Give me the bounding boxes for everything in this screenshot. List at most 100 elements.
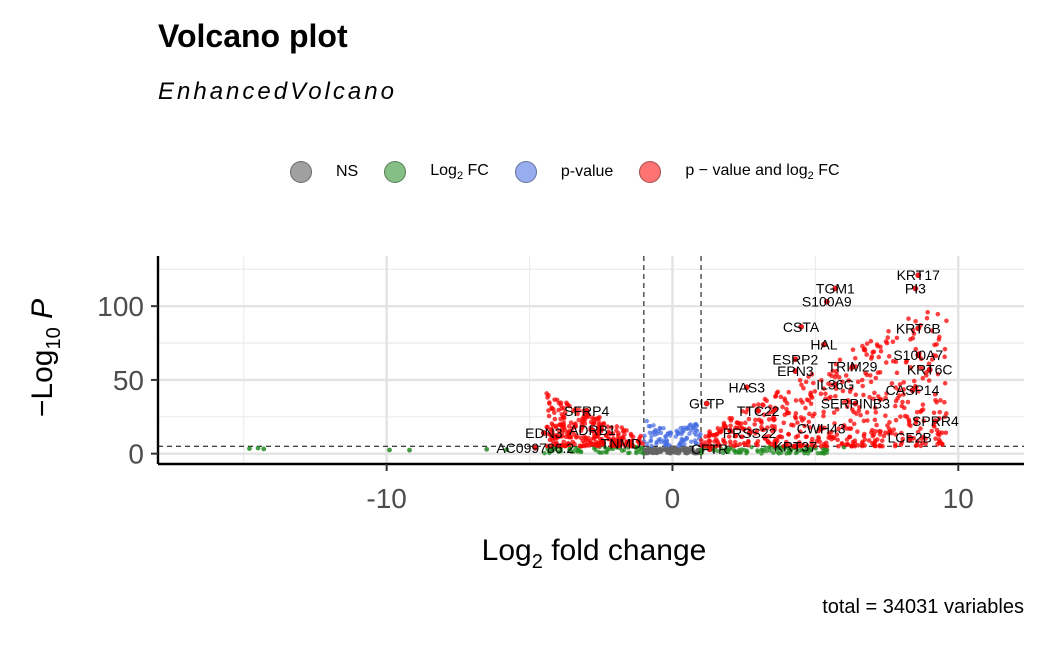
point-fcp: [836, 426, 841, 432]
y-axis-title: −Log10 P: [26, 299, 65, 417]
point-fcp: [769, 424, 775, 429]
point-fcp: [727, 416, 732, 421]
point-fcp: [713, 437, 719, 442]
point-fcp: [837, 357, 843, 363]
point-fcp: [890, 358, 896, 364]
point-fcp: [609, 425, 614, 430]
point-fcp: [576, 407, 581, 413]
point-fc: [504, 447, 510, 452]
point-fcp: [833, 393, 838, 399]
point-fcp: [845, 442, 850, 447]
point-fcp: [892, 403, 898, 409]
point-fcp: [821, 413, 826, 419]
point-fcp: [823, 391, 828, 397]
legend-label-p: p-value: [560, 163, 614, 180]
point-fcp: [566, 428, 572, 434]
point-fcp: [911, 378, 917, 384]
labelled-point: [792, 443, 799, 450]
point-fc: [715, 448, 720, 454]
point-p: [644, 441, 650, 447]
point-fc: [795, 449, 800, 455]
point-fcp: [609, 438, 615, 444]
point-fc: [726, 449, 731, 455]
point-p: [657, 425, 663, 431]
point-fcp: [761, 427, 767, 433]
point-fcp: [913, 318, 918, 324]
point-fc: [698, 447, 704, 453]
point-fcp: [781, 420, 787, 426]
point-fcp: [872, 390, 877, 396]
point-fcp: [871, 442, 877, 447]
point-fcp: [552, 416, 558, 422]
y-axis-title-main: −Log: [26, 350, 59, 418]
point-fc: [775, 450, 780, 455]
labelled-point: [792, 368, 799, 374]
point-fcp: [778, 428, 784, 434]
point-fcp: [852, 440, 858, 446]
point-fcp: [549, 405, 554, 410]
point-fc: [255, 445, 261, 451]
point-fc: [768, 448, 773, 453]
point-fcp: [782, 412, 788, 418]
point-fcp: [558, 442, 564, 448]
point-fc: [787, 449, 793, 455]
point-fcp: [728, 427, 733, 433]
point-fcp: [833, 386, 839, 392]
x-tick-label: 10: [943, 483, 974, 514]
point-fcp: [867, 394, 872, 400]
point-fc: [803, 449, 808, 454]
point-fcp: [802, 423, 807, 429]
point-fcp: [560, 422, 566, 428]
point-fcp: [850, 347, 856, 352]
point-p: [655, 431, 660, 436]
point-fcp: [861, 347, 867, 353]
gene-label: LCE2B: [887, 429, 931, 445]
legend-key-ns: [290, 161, 312, 183]
labelled-point: [823, 298, 830, 305]
gene-label: TGM1: [816, 280, 855, 296]
point-fc: [761, 448, 766, 454]
gene-label: KRT37: [774, 438, 818, 454]
point-fcp: [874, 422, 879, 428]
point-fc: [724, 446, 729, 451]
point-fcp: [562, 410, 568, 415]
point-fcp: [906, 422, 912, 427]
point-fcp: [780, 404, 785, 410]
x-axis-title-sub: 2: [532, 551, 543, 573]
point-fcp: [773, 439, 779, 445]
point-fcp: [918, 426, 923, 431]
point-fcp: [737, 424, 743, 430]
point-fcp: [793, 411, 799, 416]
point-fc: [634, 449, 639, 454]
point-fcp: [765, 425, 770, 430]
point-fcp: [873, 375, 879, 381]
point-fcp: [784, 439, 789, 445]
point-fcp: [848, 426, 854, 431]
labelled-point: [906, 434, 913, 441]
point-fcp: [932, 342, 937, 348]
point-fcp: [742, 442, 748, 447]
x-tick-label: -10: [366, 483, 406, 514]
point-fcp: [834, 407, 840, 412]
gene-label: S100A7: [893, 347, 943, 363]
point-fcp: [808, 390, 814, 396]
legend-key-p: [514, 161, 537, 183]
point-fc: [627, 450, 632, 455]
point-fcp: [868, 338, 874, 344]
gene-label: HAS3: [728, 379, 765, 395]
point-fc: [550, 448, 555, 453]
point-fcp: [806, 419, 812, 425]
legend-item-ns: NS: [290, 161, 358, 183]
point-p: [688, 422, 693, 427]
point-fcp: [708, 432, 713, 437]
point-fcp: [860, 383, 865, 389]
point-fcp: [801, 385, 806, 391]
point-fc: [808, 448, 814, 453]
point-fcp: [886, 426, 892, 432]
point-fcp: [920, 375, 926, 381]
point-fcp: [893, 417, 899, 423]
point-fcp: [830, 434, 835, 440]
point-fcp: [605, 424, 610, 429]
point-fcp: [599, 425, 605, 430]
